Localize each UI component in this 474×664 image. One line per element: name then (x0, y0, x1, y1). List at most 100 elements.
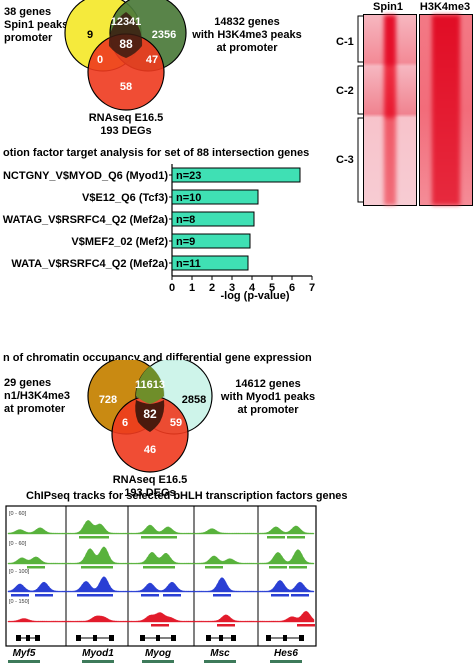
bar-label-4: n=11 (176, 258, 201, 270)
gene-exon-b-1 (93, 635, 97, 641)
section3-title: n of chromatin occupancy and differentia… (3, 352, 312, 364)
peak-call-2-8 (291, 594, 309, 597)
heatmap-spin1 (363, 14, 417, 206)
tracks-title: ChIPseq tracks for selected bHLH transcr… (26, 490, 348, 502)
heatmap-col-label-spin1: Spin1 (373, 1, 403, 13)
x-tick-label-0: 0 (169, 282, 175, 294)
gene-exon-c-3 (231, 635, 236, 641)
peak-call-0-2 (79, 536, 97, 539)
gene-exon-a-2 (140, 635, 145, 641)
track-signal-3 (7, 610, 315, 623)
venn2-bottom-only: 46 (144, 444, 156, 456)
venn1-left-bottom: 0 (97, 54, 103, 66)
peak-call-2-1 (35, 594, 53, 597)
x-tick-label-7: 7 (309, 282, 315, 294)
gene-label-2: Myog (145, 648, 171, 659)
heatmap-spin1-core (384, 15, 396, 205)
bar-label-1: n=10 (176, 192, 201, 204)
gene-marker-3 (204, 660, 236, 663)
gene-exon-a-3 (206, 635, 211, 641)
peak-call-1-2 (81, 566, 99, 569)
peak-call-3-4 (151, 624, 169, 627)
gene-exon-a-4 (266, 635, 271, 641)
peak-call-2-5 (163, 594, 181, 597)
venn2-left-label: 29 genes n1/H3K4me3 at promoter (4, 377, 71, 415)
gene-exon-b-0 (26, 635, 30, 641)
venn1-center: 88 (119, 37, 133, 51)
track-scale-2: [0 - 100] (9, 569, 30, 575)
bar-label-2: n=8 (176, 214, 195, 226)
category-label-1: V$E12_Q6 (Tcf3) (82, 192, 168, 204)
gene-exon-c-2 (171, 635, 176, 641)
x-tick-label-1: 1 (189, 282, 195, 294)
venn2-right-label: 14612 genes with Myod1 peaks at promoter (220, 378, 316, 416)
tf-chart-title: otion factor target analysis for set of … (3, 147, 310, 159)
tf-bar-chart: n=23 NCTGNY_V$MYOD_Q6 (Myod1) n=10 V$E12_Q6… (3, 164, 315, 294)
peak-call-0-8 (287, 536, 305, 539)
cluster-brackets (357, 15, 363, 203)
peak-call-3-8 (297, 624, 315, 627)
peak-call-1-8 (269, 566, 287, 569)
venn2-right-bottom: 59 (170, 417, 182, 429)
peak-call-1-1 (27, 566, 45, 569)
gene-exon-c-0 (35, 635, 40, 641)
venn2-left-bottom: 6 (122, 417, 128, 429)
venn2-bottom-label: RNAseq E16.5 193 DEGs (112, 474, 188, 499)
x-tick-label-2: 2 (209, 282, 215, 294)
gene-exon-c-4 (299, 635, 304, 641)
gene-label-4: Hes6 (274, 648, 298, 659)
venn2-left-only: 728 (99, 394, 117, 406)
x-tick-label-3: 3 (229, 282, 235, 294)
peak-call-2-4 (141, 594, 159, 597)
gene-exon-b-4 (283, 635, 287, 641)
venn1-left-only: 9 (87, 29, 93, 41)
venn1-right-bottom: 47 (146, 54, 158, 66)
venn2-top-overlap: 11613 (135, 379, 165, 391)
peak-call-1-6 (205, 566, 223, 569)
gene-exon-c-1 (109, 635, 114, 641)
venn2-diagram: 728 11613 2858 82 6 59 46 (87, 360, 213, 473)
venn2-top-overlap-region (135, 366, 165, 404)
peak-call-2-6 (213, 594, 231, 597)
peak-call-1-3 (95, 566, 113, 569)
track-scale-0: [0 - 60] (9, 511, 27, 517)
venn1-right-label: 14832 genes with H3K4me3 peaks at promot… (192, 16, 302, 54)
category-label-2: WATAG_V$RSRFC4_Q2 (Mef2a) (3, 214, 169, 226)
venn2-center-region (135, 400, 165, 432)
track-signal-1 (7, 546, 315, 565)
peak-call-0-4 (141, 536, 159, 539)
gene-label-3: Msc (210, 648, 230, 659)
venn1-top-overlap: 12341 (111, 16, 142, 28)
peak-call-1-9 (289, 566, 307, 569)
gene-exon-a-0 (16, 635, 21, 641)
venn1-center-region (108, 12, 143, 58)
tf-chart-xlabel: -log (p-value) (220, 290, 290, 302)
gene-exon-b-3 (219, 635, 223, 641)
peak-call-1-4 (143, 566, 161, 569)
track-signal-0 (7, 519, 315, 535)
cluster-label-c2: C-2 (336, 85, 354, 97)
x-tick-label-6: 6 (289, 282, 295, 294)
category-label-3: V$MEF2_02 (Mef2) (71, 236, 168, 248)
gene-label-0: Myf5 (13, 648, 36, 659)
cluster-bracket-c2 (357, 65, 363, 115)
peak-call-2-7 (271, 594, 289, 597)
peak-call-2-2 (77, 594, 95, 597)
cluster-bracket-c1 (357, 15, 363, 63)
track-signal-2 (7, 576, 315, 593)
peak-call-2-0 (11, 594, 29, 597)
heatmap-h3k4me3 (419, 14, 473, 206)
cluster-label-c3: C-3 (336, 154, 354, 166)
gene-label-1: Myod1 (82, 648, 114, 659)
peak-call-0-7 (267, 536, 285, 539)
peak-call-0-5 (159, 536, 177, 539)
heatmap-col-label-h3k4me3: H3K4me3 (419, 1, 471, 13)
peak-call-3-6 (217, 624, 235, 627)
tracks-frame (5, 505, 317, 647)
category-label-4: WATA_V$RSRFC4_Q2 (Mef2a) (11, 258, 168, 270)
venn2-center: 82 (143, 407, 157, 421)
venn1-bottom-label: RNAseq E16.5 193 DEGs (88, 112, 164, 137)
peak-call-2-3 (95, 594, 113, 597)
peak-call-0-3 (91, 536, 109, 539)
gene-marker-2 (142, 660, 174, 663)
